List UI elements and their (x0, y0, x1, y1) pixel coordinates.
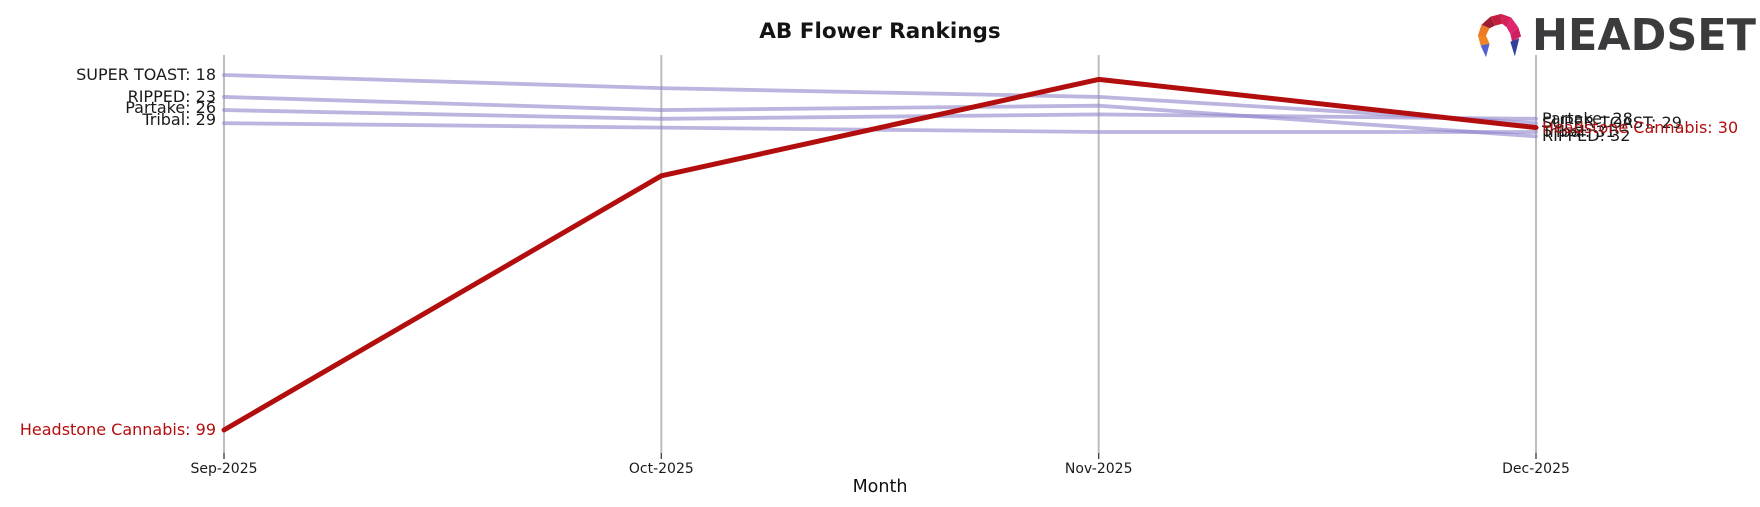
x-tick-label: Dec-2025 (1502, 461, 1570, 477)
series-end-label-tribal: Tribal: 31 (1542, 121, 1616, 141)
series-line-super-toast (222, 73, 1538, 126)
headset-logo-text: HEADSET (1532, 10, 1756, 58)
headset-logo-icon (1477, 13, 1522, 58)
series-line-ripped (222, 95, 1538, 139)
series-start-label-headstone-cannabis: Headstone Cannabis: 99 (19, 420, 216, 439)
series-start-label-ripped: RIPPED: 23 (127, 86, 216, 106)
chart-title: AB Flower Rankings (759, 19, 1001, 44)
x-tick-label: Oct-2025 (629, 461, 694, 477)
x-axis-label: Month (852, 477, 908, 497)
series-end-label-super-toast: SUPER TOAST: 29 (1542, 113, 1682, 133)
series-end-label-partake: Partake: 28 (1542, 108, 1633, 128)
series-start-label-tribal: Tribal: 29 (142, 110, 216, 130)
x-tick-label: Sep-2025 (190, 461, 257, 477)
headset-logo: HEADSET (1477, 10, 1756, 58)
series-end-label-ripped: RIPPED: 32 (1542, 126, 1631, 146)
x-tick-label: Nov-2025 (1065, 461, 1133, 477)
series-line-headstone-cannabis (221, 76, 1539, 433)
series-start-label-super-toast: SUPER TOAST: 18 (76, 65, 216, 84)
series-start-label-partake: Partake: 26 (125, 98, 216, 118)
series-end-label-headstone-cannabis: Headstone Cannabis: 30 (1542, 117, 1739, 137)
series-line-partake (222, 108, 1538, 121)
